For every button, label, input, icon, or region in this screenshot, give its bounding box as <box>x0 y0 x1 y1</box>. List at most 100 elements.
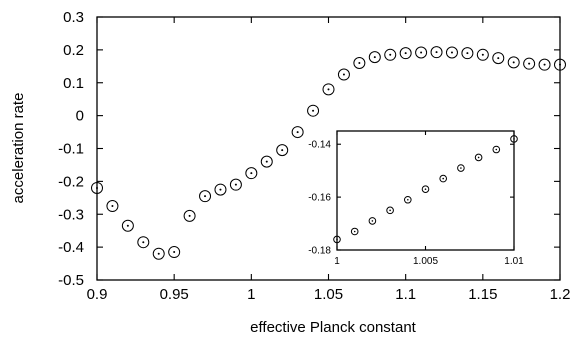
main-plot: 0.9 0.95 1 1.05 1.1 1.15 1.2 -0.5 -0.4 -0.3 -0.2 -0… <box>58 9 570 303</box>
point-center <box>342 73 345 76</box>
inset-point-center <box>371 220 374 222</box>
y-axis-label: acceleration rate <box>10 93 27 204</box>
point-ring <box>168 246 181 259</box>
inset-point-ring <box>333 235 341 244</box>
data-point <box>245 167 258 180</box>
point-ring <box>229 178 242 191</box>
data-point <box>199 190 212 203</box>
y-tick-label: 0 <box>76 108 84 125</box>
data-point <box>106 200 119 213</box>
inset-data-point <box>350 227 359 236</box>
point-ring <box>384 48 397 61</box>
inset-x-tick-label: 1 <box>334 256 340 267</box>
point-ring <box>492 52 505 65</box>
inset-point-center <box>495 148 498 151</box>
point-center <box>389 53 392 56</box>
inset-point-center <box>424 188 427 190</box>
data-point <box>384 48 397 61</box>
x-tick-label: 1.15 <box>468 286 497 303</box>
point-center <box>327 88 330 91</box>
inset-data-point <box>421 185 430 193</box>
data-point <box>183 209 196 222</box>
data-point <box>291 126 304 139</box>
point-center <box>435 51 438 54</box>
point-ring <box>276 144 289 157</box>
inset-point-ring <box>404 195 412 204</box>
inset-data-point <box>474 153 483 162</box>
point-center <box>481 53 484 56</box>
point-center <box>373 56 376 59</box>
point-center <box>512 61 515 64</box>
point-ring <box>183 209 196 222</box>
point-ring <box>368 51 381 64</box>
point-ring <box>106 200 119 213</box>
inset-plot-frame <box>336 130 515 251</box>
point-ring <box>430 46 443 59</box>
point-ring <box>554 58 566 71</box>
point-ring <box>538 58 551 71</box>
point-ring <box>507 56 520 69</box>
data-point <box>260 155 273 168</box>
data-point <box>476 48 489 61</box>
point-center <box>126 224 129 227</box>
point-center <box>111 205 114 208</box>
point-ring <box>245 167 258 180</box>
data-point <box>152 247 165 260</box>
point-ring <box>307 104 320 117</box>
inset-data-point <box>439 174 448 183</box>
point-center <box>204 195 207 198</box>
point-center <box>96 186 98 189</box>
point-center <box>404 52 407 55</box>
point-ring <box>445 46 458 59</box>
point-center <box>188 214 191 217</box>
point-center <box>559 63 561 66</box>
point-center <box>450 51 453 54</box>
inset-point-center <box>477 156 480 159</box>
data-point <box>337 68 350 81</box>
data-point <box>91 181 103 194</box>
point-ring <box>137 236 150 249</box>
point-ring <box>260 155 273 168</box>
data-point <box>276 144 289 157</box>
y-tick-label: -0.2 <box>58 173 84 190</box>
data-point <box>214 183 227 196</box>
inset-point-ring <box>492 145 501 154</box>
data-point <box>368 51 381 64</box>
point-center <box>312 109 315 112</box>
point-center <box>466 52 469 55</box>
y-tick-label: -0.3 <box>58 206 84 223</box>
inset-data-point <box>368 217 377 225</box>
inset-point-center <box>442 177 445 180</box>
inset-data-point <box>492 145 501 154</box>
data-point <box>307 104 320 117</box>
inset-y-tick-label: -0.18 <box>308 246 331 257</box>
x-tick-label: 0.9 <box>87 286 108 303</box>
inset-data-point <box>457 164 465 172</box>
point-ring <box>476 48 489 61</box>
inset-point-ring <box>457 164 465 172</box>
point-center <box>142 241 145 244</box>
data-point <box>399 47 412 60</box>
point-center <box>528 62 531 65</box>
point-ring <box>353 57 366 70</box>
point-center <box>265 160 268 163</box>
x-tick-label: 1.2 <box>550 286 571 303</box>
data-point <box>229 178 242 191</box>
point-center <box>234 183 237 186</box>
data-point <box>430 46 443 59</box>
data-point <box>445 46 458 59</box>
inset-point-ring <box>386 206 394 215</box>
point-ring <box>214 183 227 196</box>
inset-data-point <box>333 235 341 244</box>
point-center <box>173 251 176 254</box>
inset-data-point <box>386 206 394 215</box>
x-axis-label: effective Planck constant <box>250 319 416 336</box>
inset-point-center <box>353 230 356 233</box>
inset-y-tick-label: -0.16 <box>308 193 331 204</box>
point-center <box>497 57 500 60</box>
inset-point-ring <box>350 227 359 236</box>
point-center <box>219 188 222 191</box>
x-tick-label: 1.05 <box>314 286 343 303</box>
point-ring <box>399 47 412 60</box>
point-center <box>420 51 423 54</box>
